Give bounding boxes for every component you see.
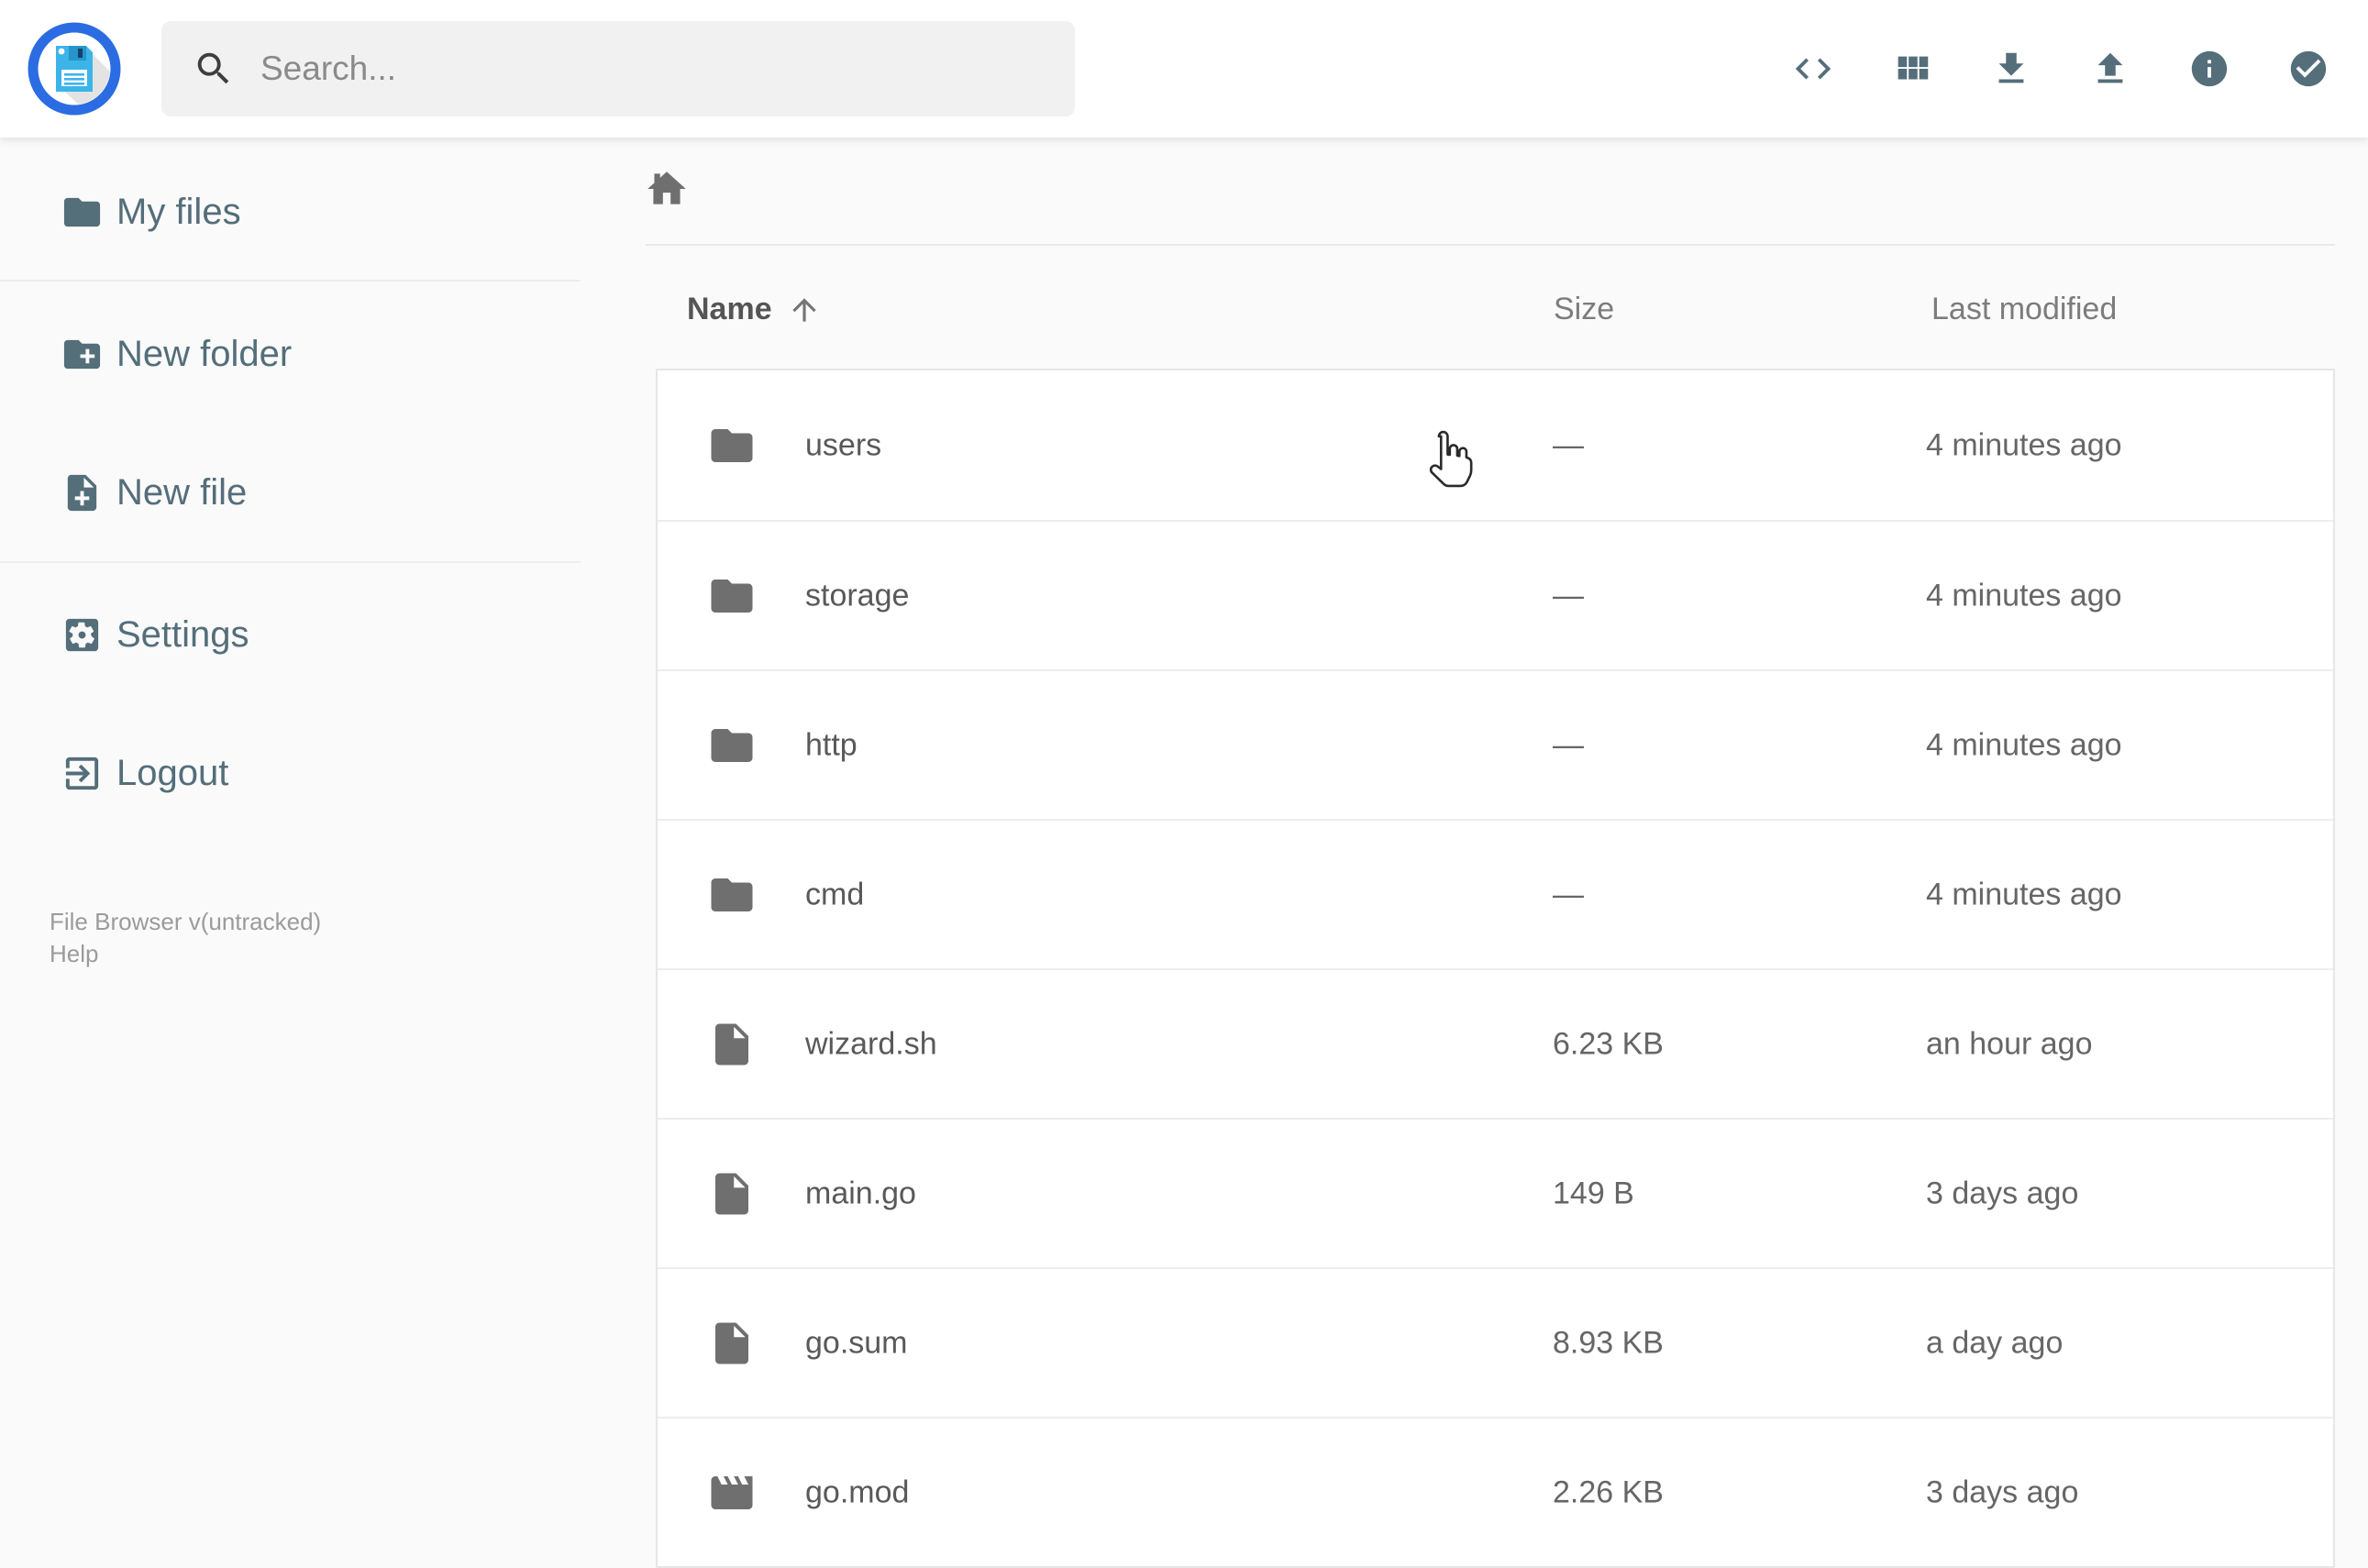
grid-view-icon[interactable] <box>1891 48 1933 90</box>
search-icon <box>197 52 229 84</box>
file-row[interactable]: go.mod 2.26 KB 3 days ago <box>658 1417 2333 1566</box>
file-row[interactable]: http — 4 minutes ago <box>658 669 2333 819</box>
code-icon[interactable] <box>1792 48 1834 90</box>
file-list: users — 4 minutes ago storage — 4 minute… <box>656 369 2335 1568</box>
row-size: — <box>1553 877 1584 911</box>
sort-ascending-icon <box>791 297 816 322</box>
row-type-icon <box>707 421 757 470</box>
row-size: — <box>1553 427 1584 462</box>
settings-icon <box>65 618 99 651</box>
column-header-size[interactable]: Size <box>1554 292 1615 326</box>
row-name: cmd <box>805 877 865 911</box>
file-row[interactable]: main.go 149 B 3 days ago <box>658 1118 2333 1267</box>
row-type-icon <box>707 1319 757 1368</box>
row-type-icon <box>707 1169 757 1219</box>
row-modified: 4 minutes ago <box>1926 727 2122 762</box>
file-row[interactable]: go.sum 8.93 KB a day ago <box>658 1267 2333 1417</box>
sidebar-item-my-files[interactable]: My files <box>0 160 581 263</box>
sidebar-item-new-folder[interactable]: New folder <box>0 303 581 405</box>
row-size: 2.26 KB <box>1553 1474 1664 1509</box>
file-row[interactable]: cmd — 4 minutes ago <box>658 819 2333 968</box>
row-modified: 4 minutes ago <box>1926 427 2122 462</box>
folder-icon <box>711 428 753 462</box>
row-name: main.go <box>805 1176 916 1210</box>
sidebar-item-label: My files <box>116 191 241 232</box>
row-size: — <box>1553 727 1584 762</box>
row-modified: 3 days ago <box>1926 1176 2079 1210</box>
row-type-icon <box>707 870 757 920</box>
row-name: users <box>805 427 882 462</box>
filebrowser-logo-icon[interactable] <box>28 22 121 116</box>
row-size: — <box>1553 578 1584 613</box>
row-size: 6.23 KB <box>1553 1026 1664 1061</box>
upload-icon[interactable] <box>2089 48 2131 90</box>
info-icon[interactable] <box>2188 48 2230 90</box>
app-version: File Browser v(untracked) <box>50 908 322 935</box>
file-icon <box>715 1023 748 1065</box>
row-type-icon <box>707 1468 757 1518</box>
column-header-name-label: Name <box>687 292 772 326</box>
row-modified: a day ago <box>1926 1325 2064 1360</box>
row-type-icon <box>707 571 757 621</box>
file-row[interactable]: users — 4 minutes ago <box>658 370 2333 520</box>
file-row[interactable]: wizard.sh 6.23 KB an hour ago <box>658 968 2333 1118</box>
row-modified: an hour ago <box>1926 1026 2093 1061</box>
new-folder-icon <box>63 339 101 369</box>
sidebar-item-label: Logout <box>116 752 229 793</box>
sidebar-item-settings[interactable]: Settings <box>0 583 581 686</box>
sidebar-item-label: New folder <box>116 333 293 374</box>
folder-icon <box>711 728 753 762</box>
file-row[interactable]: storage — 4 minutes ago <box>658 520 2333 669</box>
sidebar-divider <box>0 561 581 563</box>
search-bar[interactable] <box>161 21 1075 116</box>
sidebar-item-label: Settings <box>116 613 249 655</box>
folder-icon <box>711 878 753 911</box>
column-header-modified[interactable]: Last modified <box>1931 292 2118 326</box>
movie-icon <box>711 1475 753 1509</box>
home-icon <box>647 171 686 204</box>
help-link[interactable]: Help <box>50 940 99 967</box>
sidebar-divider <box>0 280 581 282</box>
row-type-icon <box>707 721 757 770</box>
row-modified: 4 minutes ago <box>1926 578 2122 613</box>
logout-icon <box>65 756 99 790</box>
row-name: go.sum <box>805 1325 908 1360</box>
row-name: storage <box>805 578 910 613</box>
breadcrumb-divider <box>646 244 2335 246</box>
top-bar <box>0 0 2368 138</box>
file-icon <box>715 1322 748 1364</box>
download-icon[interactable] <box>1990 48 2032 90</box>
file-icon <box>715 1173 748 1214</box>
check-circle-icon[interactable] <box>2287 48 2329 90</box>
row-name: wizard.sh <box>805 1026 937 1061</box>
header-actions <box>1792 0 2329 138</box>
column-header-name[interactable]: Name <box>687 292 822 327</box>
sidebar-item-label: New file <box>116 471 248 513</box>
row-size: 8.93 KB <box>1553 1325 1664 1360</box>
sidebar-footer: File Browser v(untracked) Help <box>50 906 321 970</box>
folder-icon <box>711 579 753 613</box>
row-modified: 4 minutes ago <box>1926 877 2122 911</box>
sidebar-item-logout[interactable]: Logout <box>0 722 581 824</box>
sidebar-item-new-file[interactable]: New file <box>0 441 581 544</box>
folder-icon <box>63 197 101 226</box>
row-modified: 3 days ago <box>1926 1474 2079 1509</box>
row-name: http <box>805 727 858 762</box>
search-input[interactable] <box>259 49 1033 89</box>
breadcrumb-home-button[interactable] <box>644 166 690 212</box>
row-size: 149 B <box>1553 1176 1634 1210</box>
row-type-icon <box>707 1020 757 1069</box>
row-name: go.mod <box>805 1474 910 1509</box>
new-file-icon <box>67 474 97 511</box>
